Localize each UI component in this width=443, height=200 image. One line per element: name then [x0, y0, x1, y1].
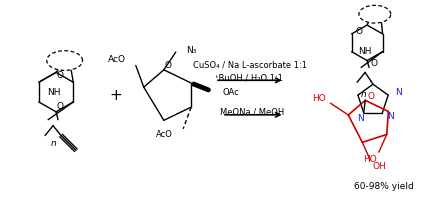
Text: N: N: [395, 88, 402, 97]
Text: n: n: [360, 90, 366, 99]
Text: OAc: OAc: [223, 88, 240, 97]
Text: AcO: AcO: [108, 55, 126, 64]
Text: N: N: [358, 114, 364, 123]
Text: CuSO₄ / Na L-ascorbate 1:1: CuSO₄ / Na L-ascorbate 1:1: [193, 61, 307, 70]
Text: ᵗBuOH / H₂O 1:1: ᵗBuOH / H₂O 1:1: [216, 74, 284, 83]
Text: O: O: [368, 92, 374, 101]
Text: AcO: AcO: [156, 130, 173, 139]
Text: O: O: [370, 59, 377, 68]
Text: O: O: [56, 102, 63, 111]
Text: O: O: [165, 61, 172, 70]
Text: MeONa / MeOH: MeONa / MeOH: [220, 107, 284, 116]
Text: n: n: [50, 139, 56, 148]
Text: N: N: [387, 112, 394, 121]
Text: NH: NH: [358, 47, 372, 56]
Text: O: O: [56, 71, 63, 80]
Text: OH: OH: [372, 162, 386, 171]
Text: O: O: [356, 27, 362, 36]
Text: 60-98% yield: 60-98% yield: [354, 182, 414, 191]
Text: NH: NH: [47, 88, 60, 97]
Text: +: +: [109, 88, 122, 103]
Text: HO: HO: [363, 155, 377, 164]
Text: N₃: N₃: [186, 46, 196, 55]
Text: HO: HO: [312, 94, 326, 103]
